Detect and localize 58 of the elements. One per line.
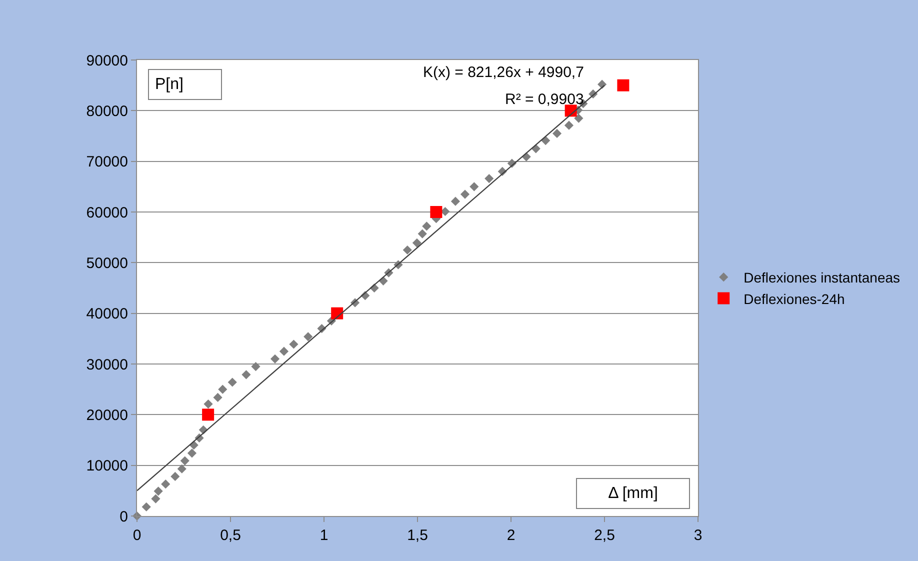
point xyxy=(574,114,584,123)
point xyxy=(440,206,450,216)
annotation: K(x) = 821,26x + 4990,7 xyxy=(423,64,584,81)
x-tick-label: 2 xyxy=(506,527,516,544)
point xyxy=(331,307,344,320)
y-tick-label: 40000 xyxy=(86,306,128,323)
point xyxy=(218,384,228,394)
y-tick-label: 20000 xyxy=(86,406,128,424)
point xyxy=(228,378,237,387)
point xyxy=(304,332,313,342)
point xyxy=(161,480,170,489)
point xyxy=(251,362,260,372)
x-tick-label: 0,5 xyxy=(220,527,241,544)
point xyxy=(470,182,479,192)
legend-label: Deflexiones instantaneas xyxy=(744,270,900,286)
point xyxy=(202,408,214,421)
x-tick-label: 3 xyxy=(694,527,702,544)
x-tick-label: 1,5 xyxy=(407,527,428,544)
annotation: R² = 0,9903 xyxy=(505,91,584,108)
point xyxy=(289,340,298,349)
x-axis-title: Δ [mm] xyxy=(608,485,658,502)
point xyxy=(564,120,574,130)
y-tick-label: 0 xyxy=(120,508,128,526)
point xyxy=(187,448,197,458)
point xyxy=(460,190,470,199)
point xyxy=(402,245,412,255)
point xyxy=(154,486,163,496)
point xyxy=(422,222,432,231)
point xyxy=(552,128,562,138)
point xyxy=(151,494,160,504)
y-tick-label: 60000 xyxy=(86,204,128,222)
point xyxy=(450,196,460,206)
y-tick-label: 10000 xyxy=(86,458,128,475)
point xyxy=(242,370,251,380)
point xyxy=(279,346,289,356)
point xyxy=(484,174,494,184)
y-tick-label: 90000 xyxy=(86,52,128,70)
point xyxy=(180,456,190,466)
y-tick-label: 50000 xyxy=(86,254,128,272)
point xyxy=(213,392,222,402)
point xyxy=(142,502,151,512)
legend-label: Deflexiones-24h xyxy=(744,290,845,307)
x-tick-label: 2,5 xyxy=(594,527,615,544)
point xyxy=(617,79,630,92)
x-tick-label: 1 xyxy=(320,527,328,544)
y-tick-label: 80000 xyxy=(86,102,128,120)
y-tick-label: 70000 xyxy=(86,154,128,171)
point xyxy=(418,229,427,238)
point xyxy=(204,399,213,409)
y-tick-label: 30000 xyxy=(86,356,128,374)
y-axis-title: P[n] xyxy=(155,76,184,93)
point xyxy=(430,206,442,218)
point xyxy=(177,464,186,474)
x-tick-label: 0 xyxy=(132,527,142,544)
point xyxy=(541,136,550,146)
point xyxy=(270,354,280,364)
point xyxy=(412,238,422,248)
point xyxy=(170,472,180,482)
